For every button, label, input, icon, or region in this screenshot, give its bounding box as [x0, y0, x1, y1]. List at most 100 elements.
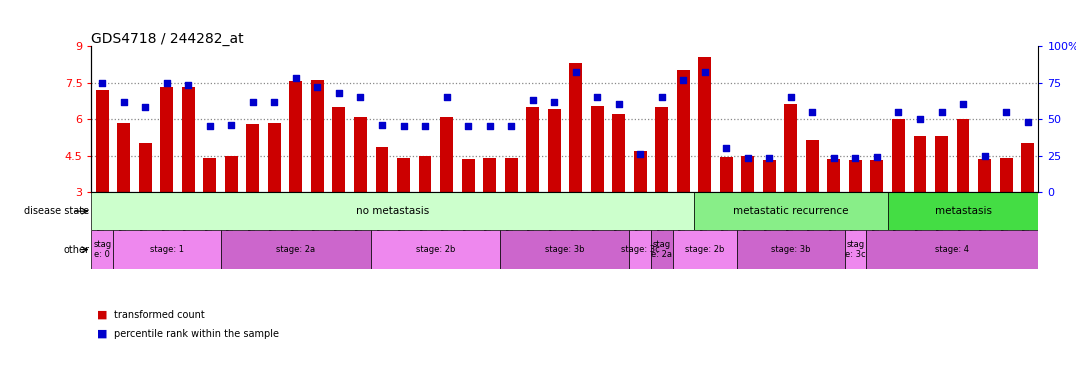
Point	[330, 90, 348, 96]
Point	[266, 98, 283, 104]
Text: stage: 2b: stage: 2b	[416, 245, 455, 254]
Bar	[160, 88, 173, 192]
Bar	[737, 230, 845, 269]
Point	[911, 116, 929, 122]
Bar	[698, 57, 711, 192]
Bar	[677, 70, 690, 192]
Text: ■: ■	[97, 310, 108, 320]
Bar	[483, 158, 496, 192]
Point	[438, 94, 455, 100]
Point	[546, 98, 563, 104]
Point	[373, 122, 391, 128]
Text: percentile rank within the sample: percentile rank within the sample	[114, 329, 279, 339]
Text: stag
e: 0: stag e: 0	[94, 240, 111, 259]
Point	[158, 79, 175, 86]
Text: stage: 2a: stage: 2a	[277, 245, 315, 254]
Point	[416, 123, 434, 129]
Point	[567, 69, 584, 75]
Bar	[311, 80, 324, 192]
Point	[352, 94, 369, 100]
Bar	[741, 156, 754, 192]
Point	[309, 84, 326, 90]
Bar	[332, 107, 345, 192]
Point	[761, 156, 778, 162]
Point	[825, 156, 843, 162]
Point	[739, 156, 756, 162]
Bar	[1021, 143, 1034, 192]
Bar	[96, 90, 109, 192]
Text: stage: 2b: stage: 2b	[685, 245, 724, 254]
Text: stag
e: 3c: stag e: 3c	[845, 240, 866, 259]
Bar	[629, 230, 651, 269]
Bar	[246, 124, 259, 192]
Point	[933, 109, 950, 115]
Bar	[419, 156, 431, 192]
Bar	[500, 230, 629, 269]
Text: other: other	[63, 245, 89, 255]
Point	[589, 94, 606, 100]
Point	[804, 109, 821, 115]
Point	[287, 75, 305, 81]
Bar	[182, 88, 195, 192]
Text: metastasis: metastasis	[935, 206, 991, 216]
Bar	[672, 230, 737, 269]
Bar	[591, 106, 604, 192]
Bar	[505, 158, 518, 192]
Point	[244, 98, 261, 104]
Text: disease state: disease state	[24, 206, 89, 216]
Bar	[935, 136, 948, 192]
Point	[201, 123, 218, 129]
Bar	[866, 230, 1038, 269]
Bar	[978, 159, 991, 192]
Bar	[139, 143, 152, 192]
Bar	[397, 158, 410, 192]
Point	[524, 97, 541, 103]
Text: no metastasis: no metastasis	[356, 206, 429, 216]
Bar	[655, 107, 668, 192]
Text: stage: 3b: stage: 3b	[771, 245, 810, 254]
Bar	[526, 107, 539, 192]
Bar	[268, 123, 281, 192]
Point	[502, 123, 520, 129]
Point	[610, 101, 627, 108]
Point	[696, 69, 713, 75]
Bar	[221, 230, 371, 269]
Point	[868, 154, 886, 160]
Point	[481, 123, 498, 129]
Text: stage: 4: stage: 4	[935, 245, 969, 254]
Bar	[371, 230, 500, 269]
Bar	[849, 161, 862, 192]
Bar	[569, 63, 582, 192]
Text: metastatic recurrence: metastatic recurrence	[733, 206, 849, 216]
Point	[395, 123, 412, 129]
Point	[675, 76, 692, 83]
Bar	[354, 117, 367, 192]
Bar	[888, 192, 1038, 230]
Text: transformed count: transformed count	[114, 310, 204, 320]
Bar	[763, 161, 776, 192]
Bar	[651, 230, 672, 269]
Point	[976, 152, 993, 159]
Bar	[117, 123, 130, 192]
Bar	[91, 192, 694, 230]
Bar	[91, 230, 113, 269]
Bar	[827, 159, 840, 192]
Bar	[845, 230, 866, 269]
Point	[137, 104, 154, 111]
Text: stag
e: 2a: stag e: 2a	[651, 240, 672, 259]
Bar	[548, 109, 561, 192]
Point	[890, 109, 907, 115]
Bar	[203, 158, 216, 192]
Text: ■: ■	[97, 329, 108, 339]
Bar	[440, 117, 453, 192]
Point	[94, 79, 111, 86]
Bar	[113, 230, 221, 269]
Bar	[462, 159, 475, 192]
Bar	[806, 140, 819, 192]
Bar	[720, 157, 733, 192]
Point	[180, 83, 197, 89]
Text: GDS4718 / 244282_at: GDS4718 / 244282_at	[91, 32, 244, 46]
Bar	[289, 81, 302, 192]
Text: stage: 1: stage: 1	[150, 245, 184, 254]
Point	[954, 101, 972, 108]
